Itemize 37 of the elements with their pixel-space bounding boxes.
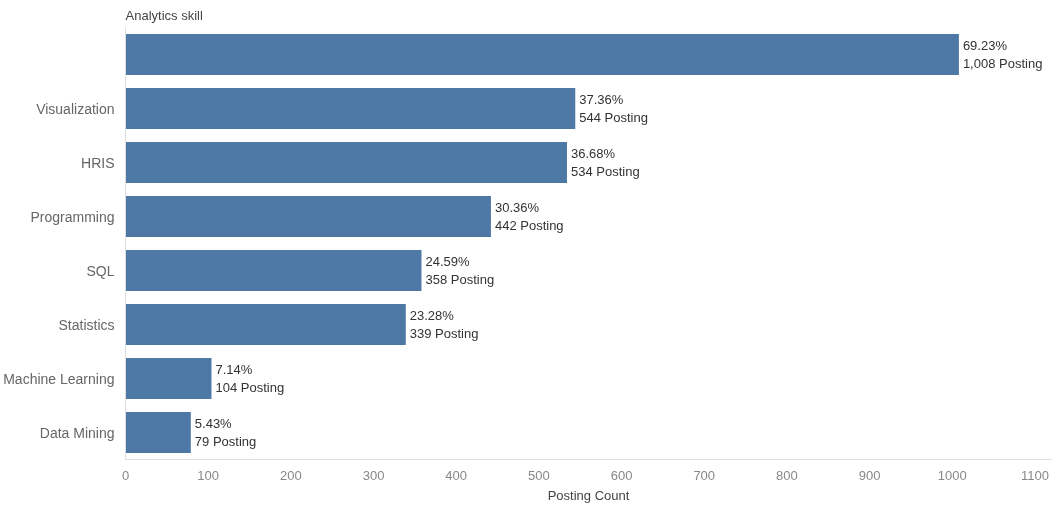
x-tick-label: 100 — [197, 467, 220, 483]
bar — [125, 87, 576, 130]
x-tick-label: 200 — [280, 467, 302, 483]
x-axis-title: Posting Count — [547, 487, 630, 503]
data-label: 36.68% 534 Posting — [571, 146, 640, 179]
bar — [125, 141, 567, 184]
x-tick-label: 600 — [610, 467, 633, 483]
data-label: 7.14% 104 Posting — [215, 362, 285, 395]
x-tick-label: 1000 — [937, 467, 967, 483]
x-tick-label: 400 — [445, 467, 468, 483]
bar — [125, 195, 491, 238]
bar — [125, 411, 191, 454]
data-label: 37.36% 544 Posting — [579, 92, 648, 125]
data-label: 23.28% 339 Posting — [409, 308, 479, 341]
x-tick-label: 900 — [858, 467, 881, 483]
y-tick-label: Data Mining — [39, 424, 115, 441]
bar — [125, 357, 212, 400]
data-label: 69.23% 1,008 Posting — [962, 38, 1043, 71]
y-tick-label: SQL — [86, 262, 115, 279]
data-label: 24.59% 358 Posting — [425, 254, 495, 287]
data-label: 5.43% 79 Posting — [194, 416, 257, 449]
y-tick-label: Programming — [30, 208, 115, 225]
bar — [125, 303, 406, 346]
x-tick-label: 800 — [776, 467, 798, 483]
x-tick-label: 300 — [362, 467, 385, 483]
y-tick-label: Visualization — [36, 100, 115, 117]
y-tick-label: Machine Learning — [3, 370, 115, 387]
data-label: 30.36% 442 Posting — [494, 200, 564, 233]
x-tick-label: 500 — [528, 467, 550, 483]
bar — [125, 249, 422, 292]
x-tick-label: 700 — [693, 467, 716, 483]
x-tick-label: 0 — [121, 467, 130, 483]
y-axis-title: Analytics skill — [125, 7, 203, 23]
bar — [125, 33, 959, 76]
x-tick-label: 1100 — [1020, 467, 1049, 483]
y-tick-label: Statistics — [58, 316, 115, 333]
y-tick-label: HRIS — [81, 154, 115, 171]
